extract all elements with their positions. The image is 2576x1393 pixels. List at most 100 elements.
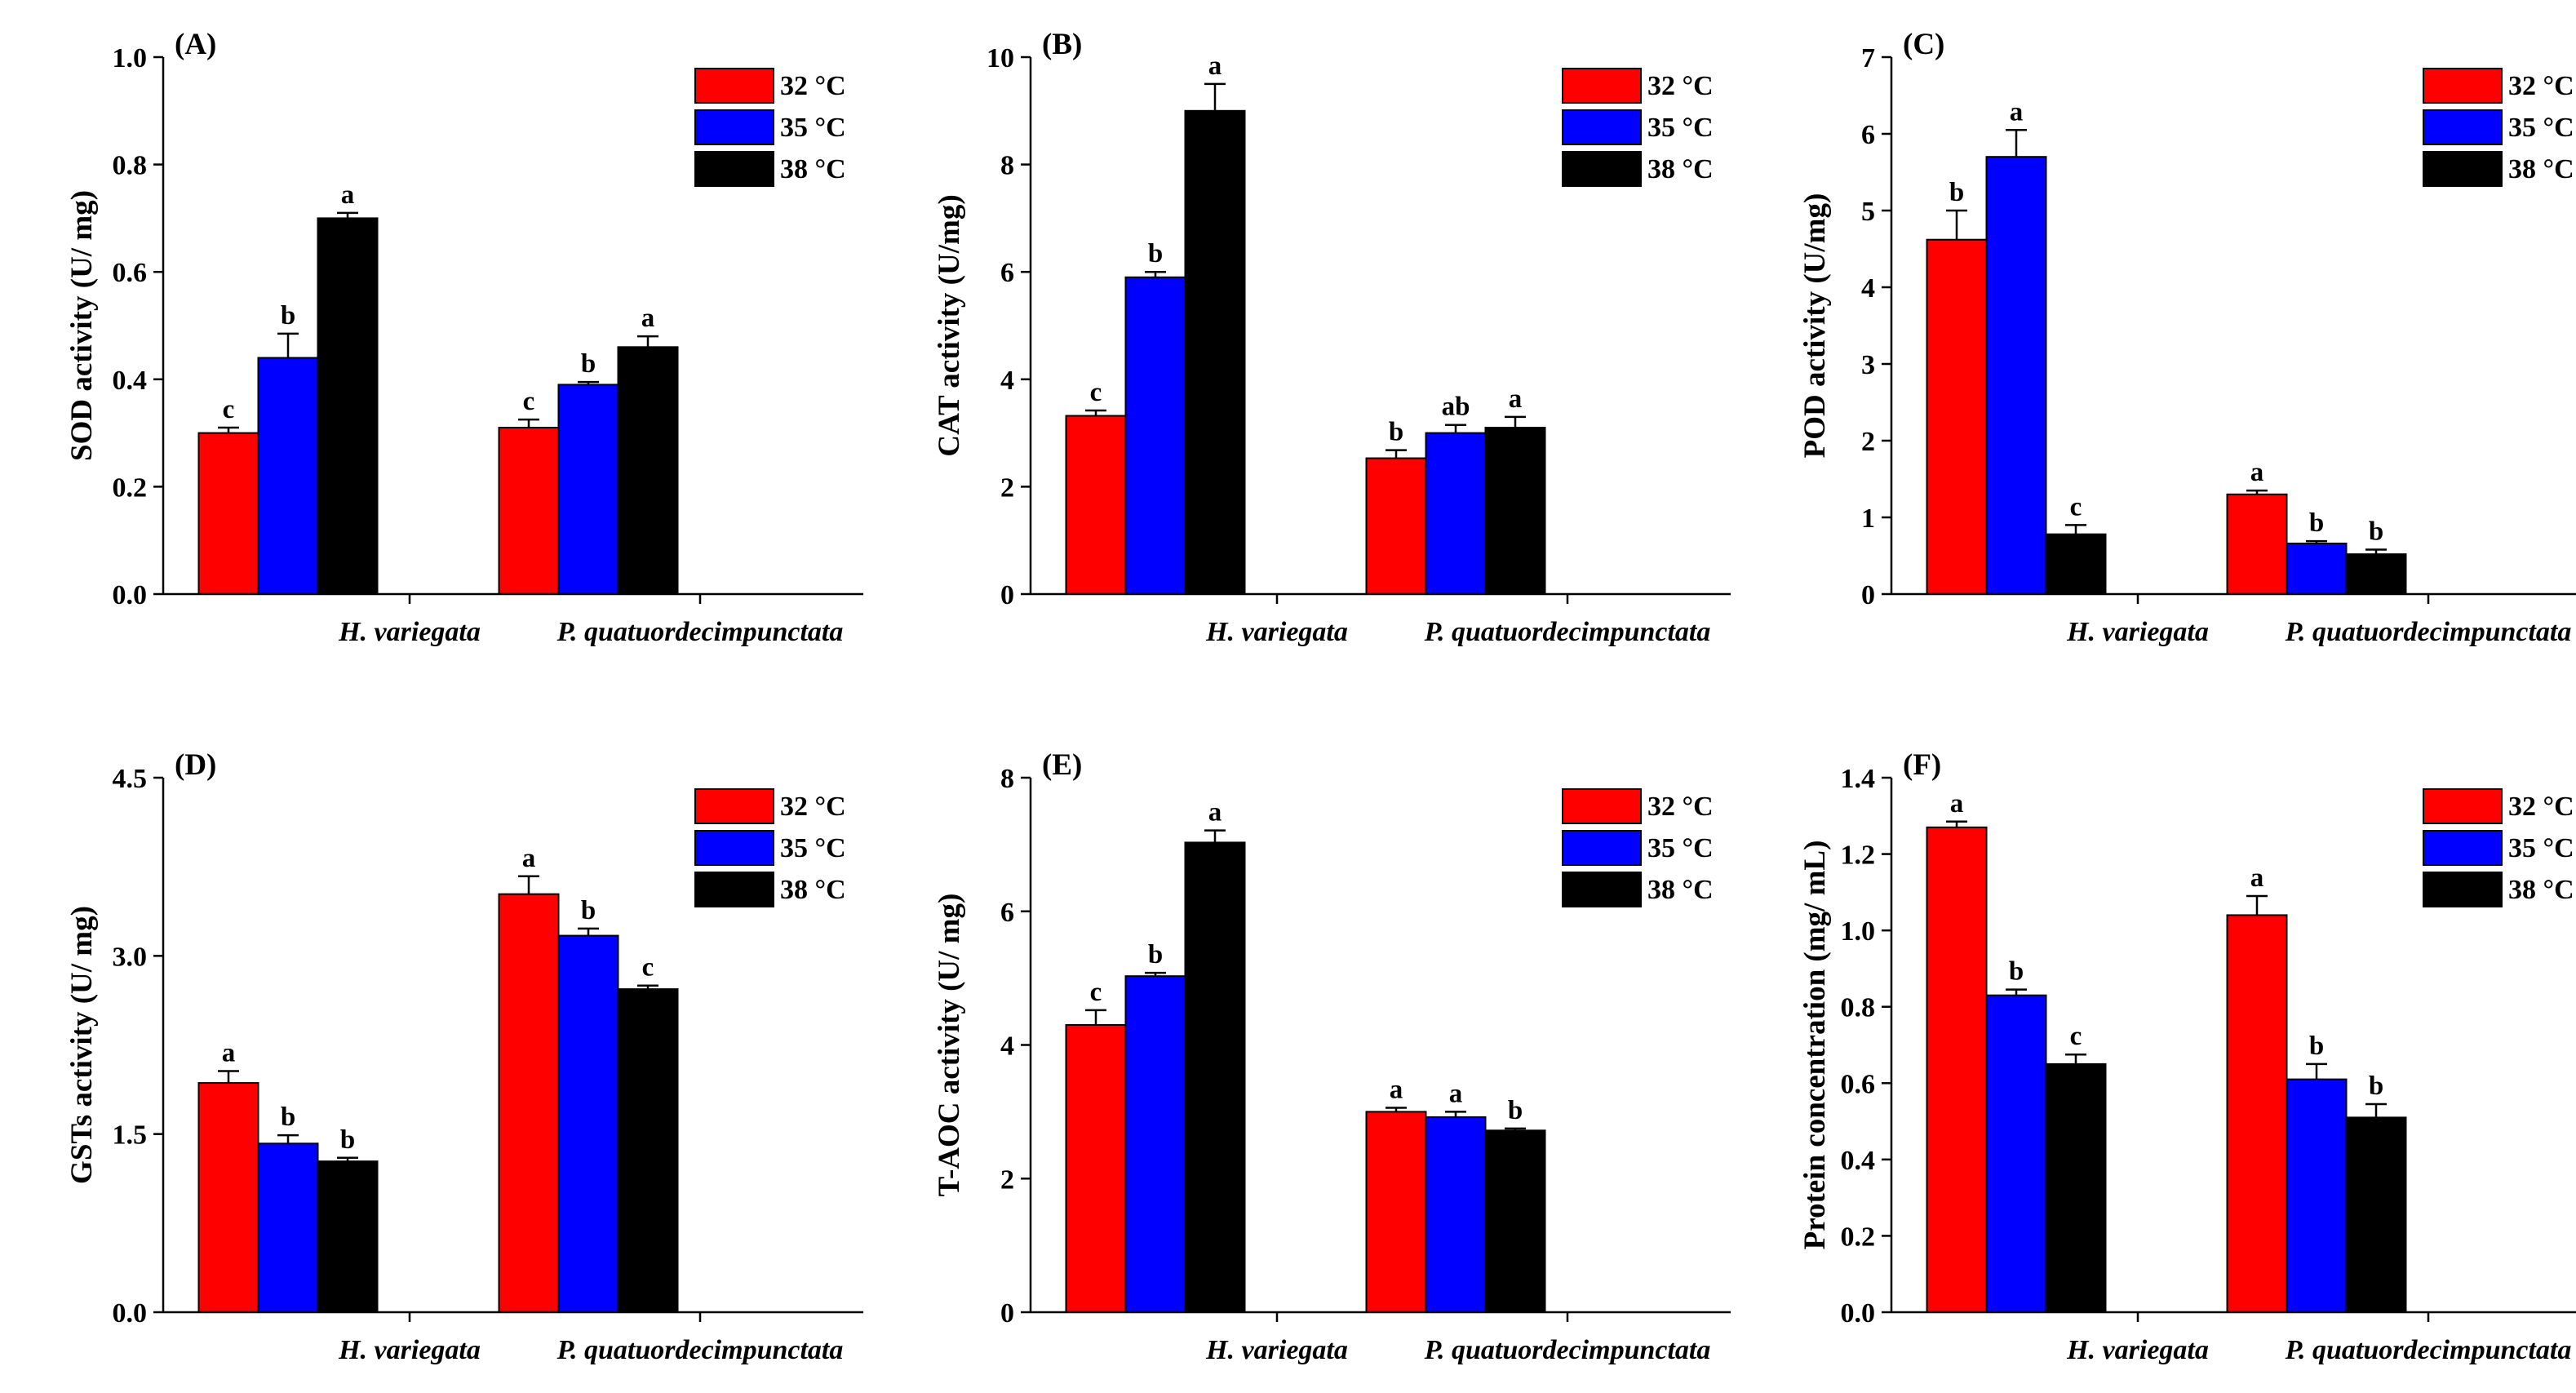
panel-label: (E)	[1042, 748, 1082, 782]
bar	[498, 427, 560, 596]
bar	[2226, 493, 2288, 595]
panel-label: (B)	[1042, 28, 1082, 61]
significance-letter: c	[523, 387, 535, 416]
y-tick-label: 4	[1861, 273, 1875, 304]
x-tick-label: P. quatuordecimpunctata	[1424, 617, 1711, 647]
significance-letter: b	[1148, 239, 1163, 268]
legend-swatch	[1562, 151, 1642, 187]
legend-swatch	[1562, 68, 1642, 104]
legend-label: 32 °C	[1647, 792, 1714, 822]
x-tick-label: P. quatuordecimpunctata	[556, 617, 844, 647]
y-tick-label: 1.4	[1841, 764, 1876, 794]
legend-label: 35 °C	[780, 113, 846, 143]
legend-swatch	[694, 872, 774, 907]
chart-panel-e: 0 2 4 6 8 c a b a a b H. variegata P. quatuordecimpu…	[933, 748, 1731, 1365]
significance-letter: b	[2309, 508, 2324, 538]
x-tick-label: H. variegata	[338, 617, 481, 647]
bar	[197, 1082, 259, 1313]
panel-label: (F)	[1903, 748, 1941, 782]
legend-label: 32 °C	[780, 71, 846, 101]
x-tick-label: P. quatuordecimpunctata	[556, 1335, 844, 1365]
legend-label: 32 °C	[2508, 71, 2574, 101]
significance-letter: c	[1090, 378, 1102, 407]
significance-letter: b	[1949, 178, 1964, 207]
y-tick-label: 10	[987, 43, 1014, 73]
significance-letter: ab	[1442, 393, 1470, 422]
bar	[617, 346, 679, 595]
y-tick-label: 0.6	[113, 258, 148, 288]
bar	[498, 893, 560, 1313]
legend-swatch	[1562, 109, 1642, 145]
legend-swatch	[2423, 872, 2503, 907]
y-axis-title: POD activity (U/mg)	[1798, 193, 1832, 459]
significance-letter: b	[581, 896, 596, 925]
x-tick-label: P. quatuordecimpunctata	[1424, 1335, 1711, 1365]
significance-letter: a	[2250, 458, 2264, 487]
y-tick-label: 4	[1000, 366, 1014, 396]
significance-letter: b	[281, 301, 295, 331]
significance-letter: b	[581, 349, 596, 379]
y-axis-title: CAT activity (U/mg)	[933, 194, 966, 456]
y-tick-label: 0	[1861, 580, 1875, 610]
significance-letter: c	[223, 395, 235, 424]
significance-letter: a	[1509, 384, 1523, 414]
bar	[257, 357, 319, 595]
legend-label: 32 °C	[1647, 71, 1714, 101]
y-tick-label: 0.2	[113, 472, 148, 503]
significance-letter: b	[1148, 940, 1163, 969]
legend-swatch	[2423, 68, 2503, 104]
y-tick-label: 0	[1000, 580, 1014, 610]
y-tick-label: 1.2	[1841, 841, 1876, 871]
chart-panel-b: 0 2 4 6 8 10 c b b ab a a H. variegata P. quatuordeci…	[933, 28, 1731, 647]
bar	[1065, 1023, 1127, 1313]
chart-panel-d: 0.0 1.5 3.0 4.5 a a b b b c H. variegata P. quatuor…	[65, 748, 863, 1365]
legend-swatch	[2423, 788, 2503, 824]
legend-label: 35 °C	[780, 833, 846, 863]
y-tick-label: 1	[1861, 504, 1875, 534]
y-tick-label: 6	[1861, 120, 1875, 150]
x-tick-label: H. variegata	[2066, 1335, 2209, 1365]
significance-letter: a	[222, 1039, 236, 1068]
legend-swatch	[694, 830, 774, 866]
bar	[1926, 826, 1988, 1313]
y-axis-title: Protein concentration (mg/ mL)	[1798, 841, 1832, 1250]
y-tick-label: 0.8	[1841, 993, 1876, 1023]
y-tick-label: 5	[1861, 197, 1875, 227]
bar	[1985, 156, 2047, 595]
legend-label: 38 °C	[1647, 875, 1714, 905]
x-tick-label: H. variegata	[2066, 617, 2209, 647]
legend-swatch	[694, 68, 774, 104]
significance-letter: a	[1390, 1075, 1403, 1104]
y-tick-label: 0.4	[113, 366, 148, 396]
y-tick-label: 8	[1000, 151, 1014, 181]
y-tick-label: 6	[1000, 258, 1014, 288]
significance-letter: c	[1090, 978, 1102, 1007]
bar	[1124, 276, 1186, 595]
bar	[1425, 1116, 1487, 1314]
y-tick-label: 1.5	[113, 1120, 148, 1151]
y-tick-label: 0.0	[113, 1298, 148, 1329]
significance-letter: a	[1208, 51, 1222, 81]
bar	[1484, 1129, 1546, 1314]
bar	[1365, 1111, 1427, 1313]
legend-swatch	[2423, 109, 2503, 145]
bar	[1124, 975, 1186, 1313]
x-tick-label: H. variegata	[1205, 1335, 1348, 1365]
significance-letter: a	[2250, 863, 2264, 893]
x-tick-label: H. variegata	[338, 1335, 481, 1365]
legend-swatch	[2423, 151, 2503, 187]
y-tick-label: 0.2	[1841, 1222, 1876, 1252]
bar	[2345, 1116, 2407, 1313]
chart-panel-c: 0 1 2 3 4 5 6 7 b a a b c b H. variegata P. quatuordeci…	[1798, 28, 2576, 647]
bar	[197, 432, 259, 595]
panel-label: (A)	[175, 28, 216, 61]
significance-letter: c	[2070, 492, 2082, 521]
bar	[1365, 457, 1427, 595]
significance-letter: b	[1389, 418, 1403, 447]
significance-letter: b	[2309, 1031, 2324, 1061]
bar	[1184, 841, 1246, 1313]
y-axis-title: T-AOC activity (U/ mg)	[933, 894, 966, 1197]
significance-letter: a	[1208, 798, 1222, 827]
legend-label: 38 °C	[1647, 154, 1714, 184]
bar	[557, 384, 619, 595]
